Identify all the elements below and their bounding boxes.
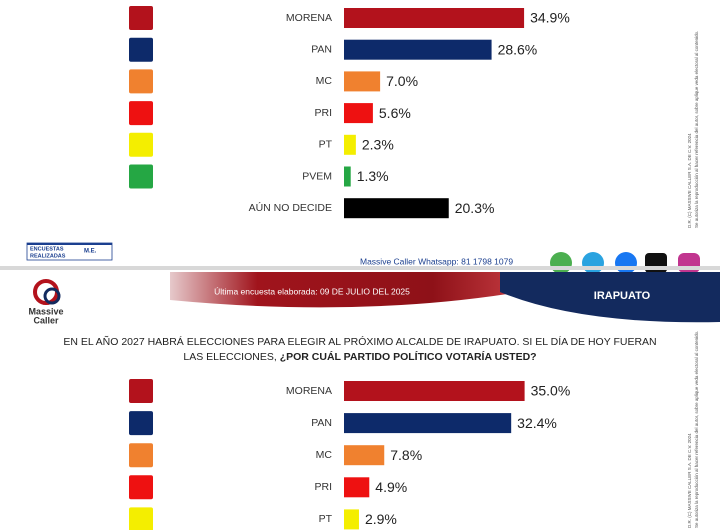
bar xyxy=(344,445,385,466)
question-part: LAS ELECCIONES, xyxy=(183,351,279,363)
telegram-icon xyxy=(582,252,604,274)
city: IRAPUATO xyxy=(594,290,651,302)
value-label: 5.6% xyxy=(379,105,411,121)
party-logo xyxy=(129,379,153,403)
header-band xyxy=(170,272,520,308)
question-bold: ¿POR CUÁL PARTIDO POLÍTICO VOTARÍA USTED… xyxy=(280,350,537,363)
bar xyxy=(344,477,370,498)
category-label: PVEM xyxy=(302,170,332,182)
surveys-box-bar xyxy=(27,243,112,245)
side-note: Se autoriza la reproducción al hacer ref… xyxy=(694,31,699,228)
bar xyxy=(344,198,449,219)
category-label: PAN xyxy=(311,43,332,55)
value-label: 35.0% xyxy=(531,383,571,399)
value-label: 1.3% xyxy=(357,168,389,184)
party-logo xyxy=(129,69,153,94)
method-label: M.E. xyxy=(84,249,97,255)
category-label: PRI xyxy=(314,107,332,119)
party-logo xyxy=(129,132,153,157)
bar xyxy=(344,413,512,434)
question: LAS ELECCIONES, ¿POR CUÁL PARTIDO POLÍTI… xyxy=(183,350,536,363)
bar xyxy=(344,39,492,60)
bar xyxy=(344,71,381,92)
category-label: PT xyxy=(319,513,333,525)
survey-date: Última encuesta elaborada: 09 DE JULIO D… xyxy=(214,286,410,296)
separator xyxy=(0,266,720,270)
value-label: 32.4% xyxy=(517,415,557,431)
whatsapp-icon xyxy=(550,252,572,274)
value-label: 4.9% xyxy=(375,479,407,495)
party-logo xyxy=(129,164,153,189)
bar xyxy=(344,134,356,155)
value-label: 2.9% xyxy=(365,511,397,527)
facebook-icon xyxy=(615,252,637,274)
value-label: 20.3% xyxy=(455,200,495,216)
value-label: 7.8% xyxy=(390,447,422,463)
category-label: MC xyxy=(316,449,333,461)
party-logo xyxy=(129,37,153,62)
category-label: MC xyxy=(316,75,333,87)
category-label: PRI xyxy=(314,481,332,493)
value-label: 28.6% xyxy=(498,41,538,57)
bar xyxy=(344,166,351,187)
category-label: MORENA xyxy=(286,385,332,397)
bar xyxy=(344,509,359,530)
logo-text: Massive xyxy=(28,306,63,316)
side-note: D.R. (C) MASSIVE CALLER S.A. DE C.V. 202… xyxy=(687,133,692,228)
bar xyxy=(344,103,373,124)
category-label: PAN xyxy=(311,417,332,429)
question: EN EL AÑO 2027 HABRÁ ELECCIONES PARA ELE… xyxy=(63,335,656,348)
value-label: 7.0% xyxy=(386,73,418,89)
party-logo xyxy=(129,101,153,126)
party-logo xyxy=(129,475,153,500)
value-label: 34.9% xyxy=(530,10,570,26)
bar xyxy=(344,381,525,401)
category-label: AÚN NO DECIDE xyxy=(249,201,332,214)
side-note: D.R. (C) MASSIVE CALLER S.A. DE C.V. 202… xyxy=(687,433,692,528)
party-logo xyxy=(129,411,153,436)
category-label: MORENA xyxy=(286,12,332,24)
category-label: PT xyxy=(319,139,333,151)
surveys-label: ENCUESTAS xyxy=(30,246,64,252)
party-logo xyxy=(129,443,153,468)
value-label: 2.3% xyxy=(362,137,394,153)
surveys-label: REALIZADAS xyxy=(30,253,66,259)
logo-ring xyxy=(43,287,61,305)
party-logo xyxy=(129,507,153,530)
whatsapp: Massive Caller Whatsapp: 81 1798 1079 xyxy=(360,256,513,266)
city-band xyxy=(500,272,720,323)
side-note: Se autoriza la reproducción al hacer ref… xyxy=(694,331,699,528)
logo-text: Caller xyxy=(33,315,59,325)
bar xyxy=(344,8,525,28)
party-logo xyxy=(129,6,153,30)
